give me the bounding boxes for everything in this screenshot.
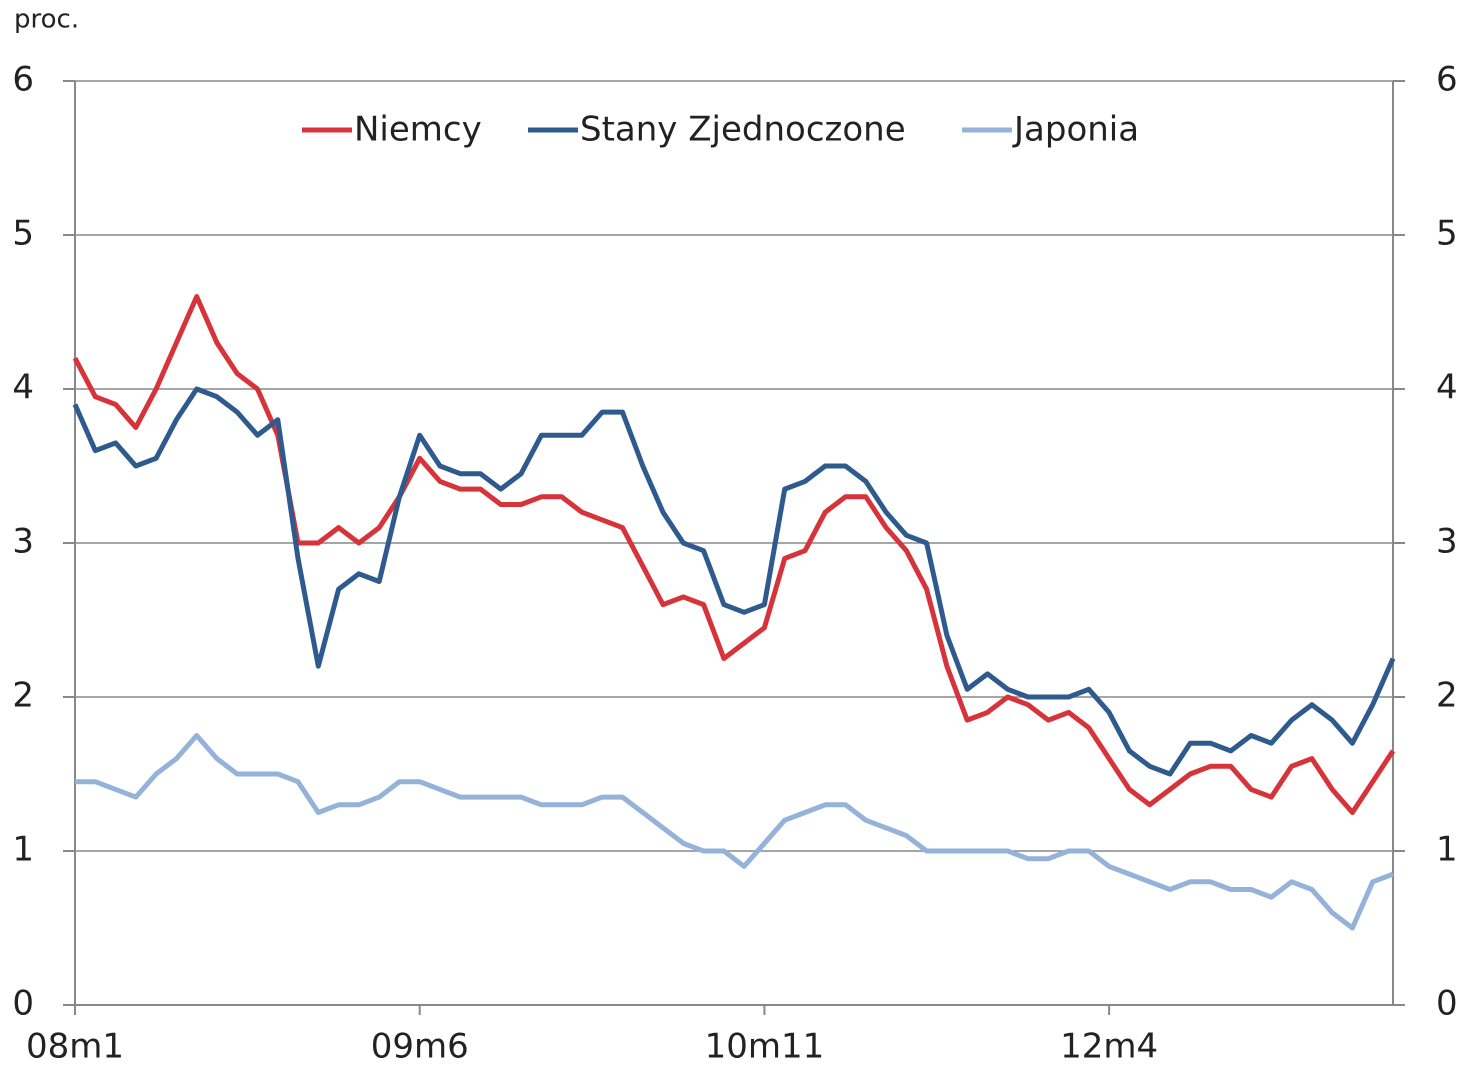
x-tick-label: 10m11	[705, 1027, 825, 1067]
y-tick-label: 3	[12, 522, 34, 562]
y2-tick-label: 4	[1436, 368, 1458, 408]
y-axis-label: proc.	[14, 5, 79, 35]
y-tick-label: 2	[12, 676, 34, 716]
y2-tick-label: 6	[1436, 60, 1458, 100]
y-tick-label: 1	[12, 830, 34, 870]
y2-tick-label: 5	[1436, 214, 1458, 254]
series-line	[72, 386, 1396, 777]
y-tick-label: 5	[12, 214, 34, 254]
legend-label: Niemcy	[354, 110, 482, 150]
legend-label: Japonia	[1012, 110, 1139, 150]
y2-tick-label: 3	[1436, 522, 1458, 562]
y2-tick-label: 2	[1436, 676, 1458, 716]
x-tick-label: 12m4	[1060, 1027, 1158, 1067]
x-tick-label: 09m6	[371, 1027, 469, 1067]
x-tick-label: 08m1	[26, 1027, 124, 1067]
y-tick-label: 6	[12, 60, 34, 100]
series-line	[75, 733, 1394, 931]
series-line	[72, 294, 1396, 815]
y-tick-label: 0	[12, 984, 34, 1024]
legend-label: Stany Zjednoczone	[580, 110, 906, 150]
y2-tick-label: 1	[1436, 830, 1458, 870]
y-tick-label: 4	[12, 368, 34, 408]
y2-tick-label: 0	[1436, 984, 1458, 1024]
